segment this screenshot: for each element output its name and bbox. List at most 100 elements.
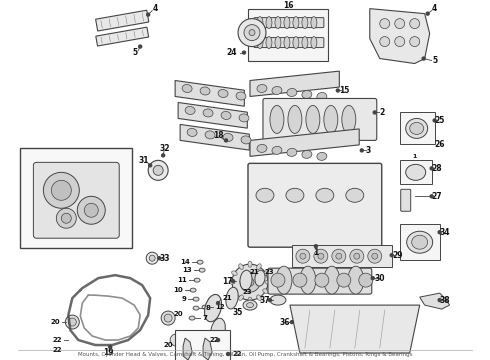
Ellipse shape <box>248 297 252 303</box>
Circle shape <box>438 298 441 302</box>
Circle shape <box>337 273 351 287</box>
Ellipse shape <box>272 147 282 154</box>
Ellipse shape <box>284 37 290 49</box>
Circle shape <box>217 302 220 305</box>
Circle shape <box>162 154 165 157</box>
Ellipse shape <box>189 316 195 320</box>
Circle shape <box>148 160 168 180</box>
Ellipse shape <box>182 85 192 93</box>
Ellipse shape <box>221 112 231 120</box>
Circle shape <box>65 315 79 329</box>
FancyBboxPatch shape <box>248 163 382 247</box>
Circle shape <box>170 334 182 346</box>
Polygon shape <box>250 129 359 156</box>
Ellipse shape <box>348 266 364 294</box>
Text: 1: 1 <box>413 154 417 159</box>
Polygon shape <box>419 293 450 309</box>
Ellipse shape <box>302 150 312 158</box>
Text: 18: 18 <box>213 131 223 140</box>
Circle shape <box>224 139 227 142</box>
Text: 23: 23 <box>265 269 274 275</box>
Ellipse shape <box>193 297 199 301</box>
Text: 17: 17 <box>221 276 232 285</box>
Text: 28: 28 <box>431 164 442 173</box>
Polygon shape <box>175 81 245 106</box>
Ellipse shape <box>211 318 225 342</box>
Ellipse shape <box>293 17 299 28</box>
Ellipse shape <box>226 287 238 309</box>
Circle shape <box>153 165 163 175</box>
Circle shape <box>410 37 419 46</box>
Circle shape <box>226 352 229 356</box>
Ellipse shape <box>317 152 327 160</box>
Circle shape <box>336 253 342 259</box>
Ellipse shape <box>257 295 261 301</box>
Circle shape <box>249 30 255 36</box>
Circle shape <box>368 249 382 263</box>
Ellipse shape <box>342 105 356 134</box>
Ellipse shape <box>406 165 426 180</box>
Text: 20: 20 <box>164 342 173 348</box>
Text: 15: 15 <box>340 86 350 95</box>
Ellipse shape <box>199 268 205 272</box>
Circle shape <box>238 19 266 46</box>
Ellipse shape <box>204 294 221 322</box>
FancyBboxPatch shape <box>400 224 440 260</box>
FancyBboxPatch shape <box>21 148 132 248</box>
Circle shape <box>315 245 318 248</box>
Text: 31: 31 <box>139 156 149 165</box>
Ellipse shape <box>317 93 327 100</box>
Circle shape <box>246 278 254 286</box>
Ellipse shape <box>272 86 282 94</box>
Circle shape <box>271 273 285 287</box>
Ellipse shape <box>410 122 424 134</box>
Ellipse shape <box>270 295 286 305</box>
Ellipse shape <box>256 188 274 202</box>
Ellipse shape <box>275 37 281 49</box>
Circle shape <box>84 203 98 217</box>
Text: 27: 27 <box>431 192 442 201</box>
Text: 11: 11 <box>177 277 187 283</box>
Ellipse shape <box>302 90 312 99</box>
Ellipse shape <box>197 260 203 264</box>
Text: 5: 5 <box>133 48 138 57</box>
Ellipse shape <box>257 17 263 28</box>
Ellipse shape <box>324 266 340 294</box>
Circle shape <box>380 19 390 28</box>
Ellipse shape <box>218 90 228 98</box>
Ellipse shape <box>316 188 334 202</box>
Text: 10: 10 <box>173 287 183 293</box>
Text: 21: 21 <box>250 269 260 275</box>
Text: 4: 4 <box>432 4 437 13</box>
Circle shape <box>269 298 271 302</box>
Polygon shape <box>183 338 192 360</box>
Ellipse shape <box>407 231 433 253</box>
Ellipse shape <box>287 148 297 156</box>
Ellipse shape <box>239 295 244 301</box>
Circle shape <box>232 264 268 300</box>
Ellipse shape <box>311 37 317 49</box>
Circle shape <box>372 253 378 259</box>
Ellipse shape <box>302 37 308 49</box>
FancyBboxPatch shape <box>400 112 435 144</box>
Polygon shape <box>203 338 212 360</box>
Text: 14: 14 <box>180 259 190 265</box>
Ellipse shape <box>190 288 196 292</box>
Circle shape <box>293 273 307 287</box>
FancyBboxPatch shape <box>401 189 411 211</box>
Circle shape <box>231 280 235 283</box>
Circle shape <box>350 249 364 263</box>
Circle shape <box>336 89 340 92</box>
Ellipse shape <box>257 85 267 93</box>
Polygon shape <box>96 10 149 31</box>
Circle shape <box>109 346 112 348</box>
Circle shape <box>433 119 436 122</box>
Circle shape <box>395 37 405 46</box>
Circle shape <box>395 19 405 28</box>
Circle shape <box>139 45 142 48</box>
Circle shape <box>147 13 149 16</box>
Circle shape <box>77 196 105 224</box>
Circle shape <box>146 252 158 264</box>
Circle shape <box>373 111 376 114</box>
Ellipse shape <box>311 17 317 28</box>
